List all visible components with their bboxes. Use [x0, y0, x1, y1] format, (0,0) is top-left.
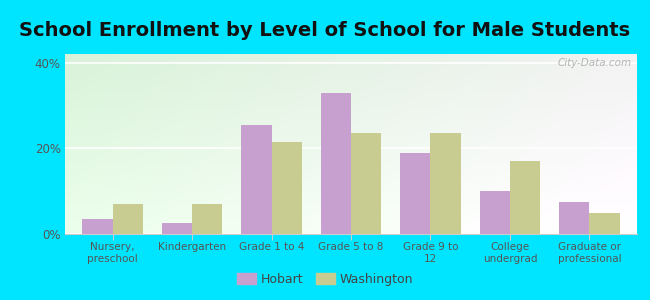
Bar [480, 191, 510, 234]
Bar [112, 204, 143, 234]
Text: City-Data.com: City-Data.com [557, 58, 631, 68]
Bar [272, 142, 302, 234]
Legend: Hobart, Washington: Hobart, Washington [232, 268, 418, 291]
Bar [430, 133, 461, 234]
Bar [192, 204, 222, 234]
Bar [321, 93, 351, 234]
Bar [241, 125, 272, 234]
Bar [510, 161, 540, 234]
Text: School Enrollment by Level of School for Male Students: School Enrollment by Level of School for… [20, 21, 630, 40]
Bar [559, 202, 590, 234]
Bar [83, 219, 112, 234]
Bar [351, 133, 381, 234]
Bar [400, 153, 430, 234]
Bar [162, 223, 192, 234]
Bar [590, 213, 619, 234]
